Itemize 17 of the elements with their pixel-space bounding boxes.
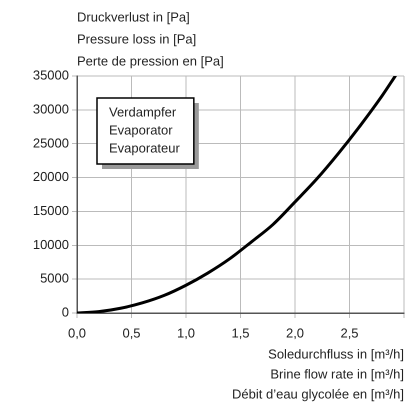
y-tick-label: 35000 [32, 68, 69, 83]
x-tick-label: 1,5 [231, 325, 250, 340]
x-tick-label: 2,0 [286, 325, 304, 340]
x-tick-label: 0,5 [122, 325, 141, 340]
y-tick-label: 30000 [32, 101, 69, 116]
y-axis-title: Druckverlust in [Pa] Pressure loss in [Pa] Perte de pression en [Pa] [77, 10, 224, 69]
y-tick-label: 25000 [32, 135, 69, 150]
x-tick-label: 2,5 [340, 325, 359, 340]
x-tick-label: 1,0 [176, 325, 196, 340]
annotation: Verdampfer Evaporator Evaporateur [109, 104, 180, 156]
y-tick-label: 20000 [32, 169, 69, 184]
y-tick-label: 5000 [40, 270, 69, 286]
x-axis-title: Soledurchfluss in [m³/h] Brine flow rate in [m³/h] Débit d’eau glycolée en [m³/h] [232, 346, 404, 402]
y-tick-label: 15000 [32, 203, 69, 218]
y-tick-label: 0 [62, 304, 69, 320]
x-tick-label: 0,0 [68, 325, 86, 340]
y-tick-label: 10000 [32, 236, 69, 252]
